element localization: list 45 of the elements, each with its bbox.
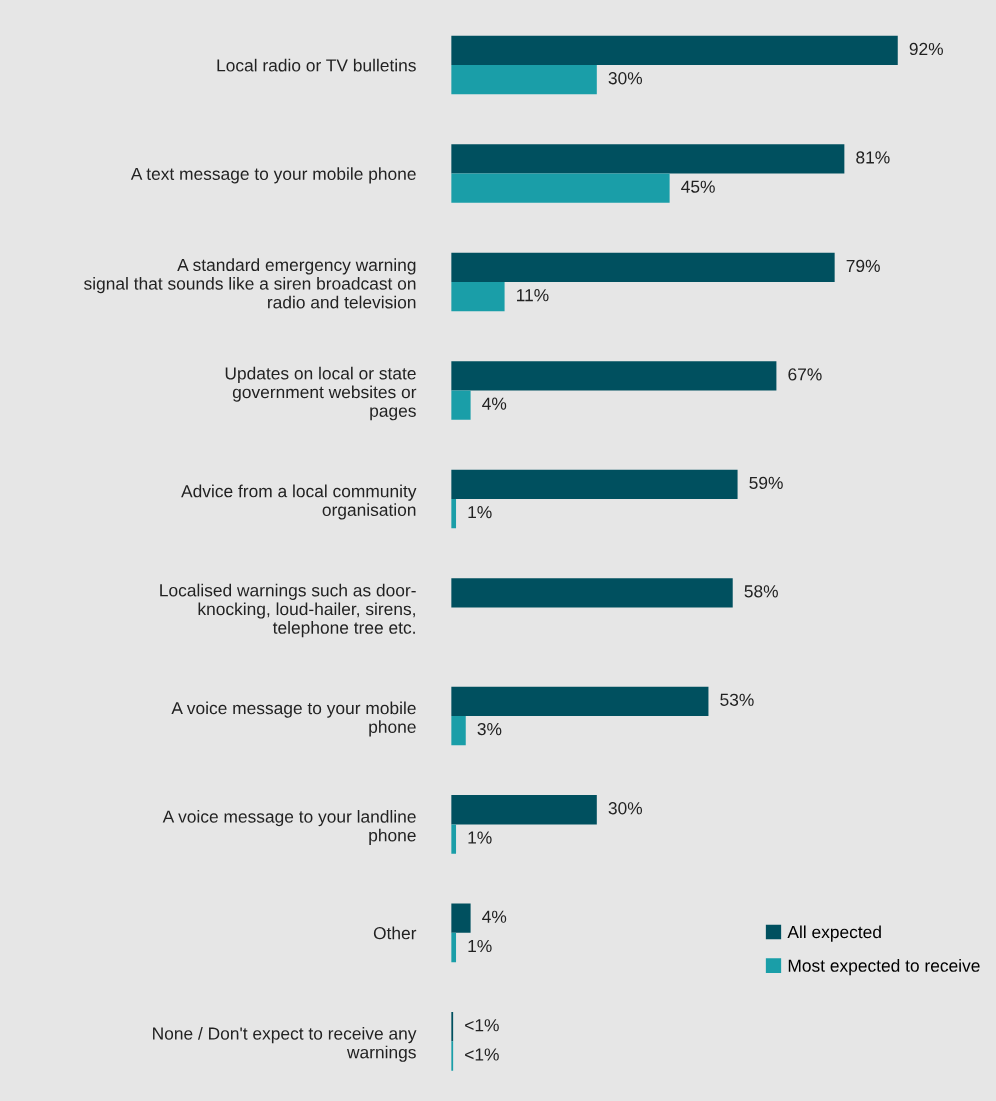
legend-label: Most expected to receive: [788, 959, 980, 976]
y-tick-label: Local radio or TV bulletins: [217, 58, 416, 72]
y-tick-label: Other: [373, 926, 417, 940]
y-tick-label: None / Don't expect to receive any warnings: [153, 1026, 417, 1062]
y-tick-label: Updates on local or state government websites or pages: [225, 366, 417, 421]
bar: [451, 390, 471, 420]
data-label: 79%: [846, 259, 880, 273]
data-label: 3%: [477, 722, 502, 736]
bar: [451, 903, 471, 933]
data-label: 1%: [468, 939, 492, 953]
data-label: <1%: [465, 1048, 499, 1061]
data-label: 81%: [856, 151, 890, 164]
data-label: 1%: [468, 506, 492, 519]
data-label: 1%: [468, 831, 492, 844]
bar: [451, 469, 738, 499]
legend-label: All expected: [787, 925, 881, 942]
data-label: 92%: [909, 42, 943, 56]
y-tick-label: A voice message to your landline phone: [162, 810, 416, 845]
bar: [451, 795, 597, 825]
y-tick-label: A voice message to your mobile phone: [171, 701, 416, 737]
bar: [451, 252, 835, 283]
data-label: 4%: [482, 397, 507, 410]
y-tick-label: A text message to your mobile phone: [130, 167, 416, 184]
data-label: 45%: [681, 180, 715, 193]
data-label: 4%: [482, 910, 507, 923]
bar: [451, 144, 845, 174]
y-tick-label: A standard emergency warning signal that sounds like a siren broadcast on radio and television: [84, 258, 416, 309]
bar: [451, 173, 670, 203]
bar: [451, 65, 597, 95]
data-label: <1%: [465, 1019, 499, 1032]
bar: [451, 686, 709, 716]
bar: [451, 282, 505, 312]
data-label: 67%: [788, 368, 822, 381]
data-label: 30%: [608, 802, 643, 815]
bar: [451, 715, 466, 746]
data-label: 58%: [744, 585, 778, 598]
bar: [451, 578, 733, 608]
y-tick-label: Advice from a local community organisation: [181, 484, 417, 520]
y-tick-label: Localised warnings such as door- knocking, loud-hailer, sirens, telephone tree etc.: [160, 583, 416, 638]
bar: [451, 361, 777, 391]
data-label: 59%: [749, 476, 783, 489]
bar: [451, 35, 898, 66]
data-label: 53%: [720, 693, 754, 706]
data-label: 30%: [608, 72, 643, 85]
data-label: 11%: [517, 289, 549, 302]
